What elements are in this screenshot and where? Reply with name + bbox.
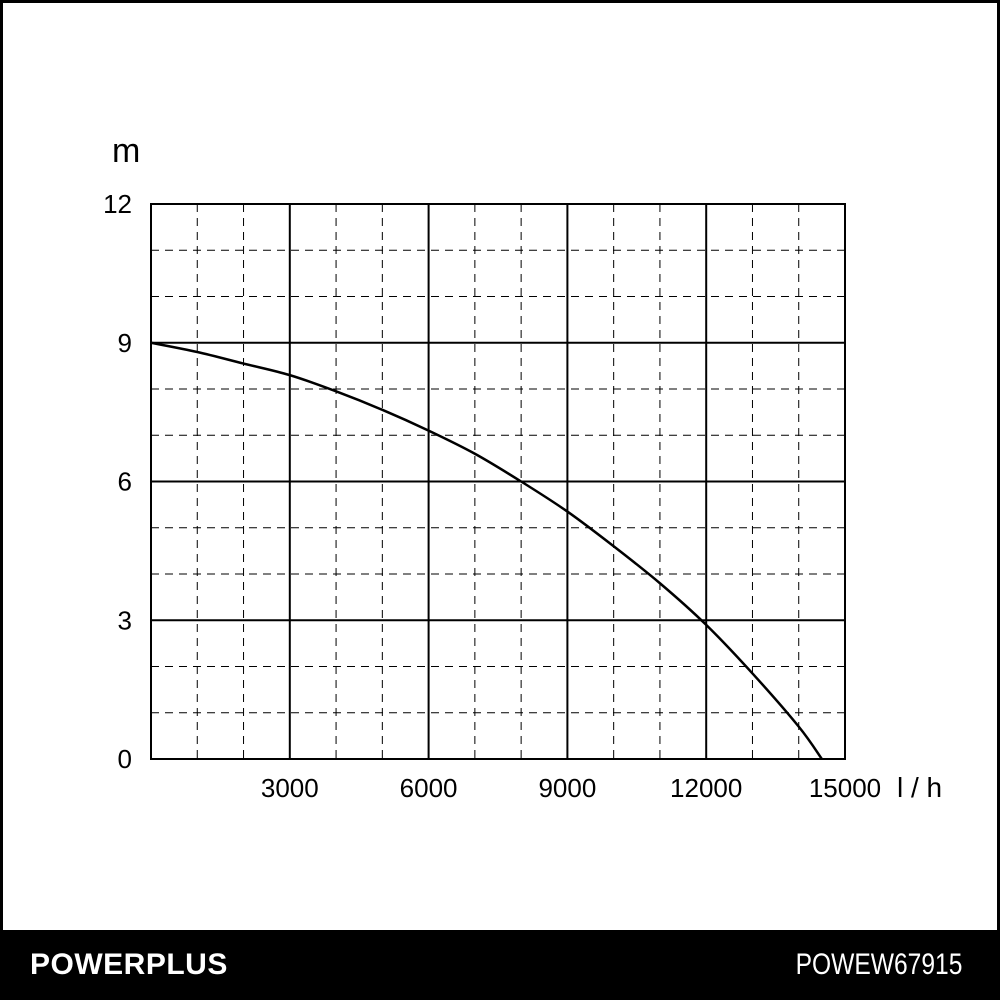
- y-tick-label: 3: [118, 605, 132, 635]
- x-axis-label: l / h: [897, 772, 942, 803]
- x-tick-label: 3000: [261, 773, 319, 803]
- series-line: [150, 341, 823, 760]
- pump-curve-chart: 0 3 6 9 12 3000 6000 9000 12000 15000 m l / h: [103, 132, 942, 803]
- brand-logo-text: POWERPLUS: [30, 948, 228, 981]
- plot-border: [150, 203, 846, 760]
- y-tick-label: 9: [118, 328, 132, 358]
- y-tick-label: 12: [103, 189, 132, 219]
- y-tick-label: 0: [118, 744, 132, 774]
- minor-grid: [151, 204, 845, 759]
- x-tick-label: 6000: [400, 773, 458, 803]
- y-tick-label: 6: [118, 467, 132, 497]
- x-tick-label: 12000: [670, 773, 742, 803]
- x-tick-label: 9000: [538, 773, 596, 803]
- model-number: POWEW67915: [795, 948, 962, 981]
- y-tick-labels: 0 3 6 9 12: [103, 189, 132, 774]
- major-grid: [151, 204, 845, 759]
- x-tick-labels: 3000 6000 9000 12000 15000: [261, 773, 881, 803]
- footer-bar: POWERPLUS POWEW67915: [0, 930, 1000, 1000]
- y-axis-label: m: [112, 132, 140, 170]
- x-tick-label: 15000: [809, 773, 881, 803]
